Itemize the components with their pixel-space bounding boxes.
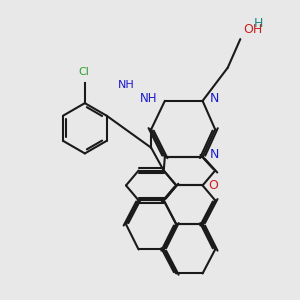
Text: NH: NH — [140, 92, 158, 105]
Text: OH: OH — [244, 23, 263, 37]
Text: NH: NH — [118, 80, 134, 90]
Text: O: O — [208, 179, 218, 192]
Text: N: N — [209, 148, 219, 161]
Text: Cl: Cl — [78, 67, 89, 77]
Text: N: N — [209, 92, 219, 105]
Text: H: H — [254, 16, 263, 30]
